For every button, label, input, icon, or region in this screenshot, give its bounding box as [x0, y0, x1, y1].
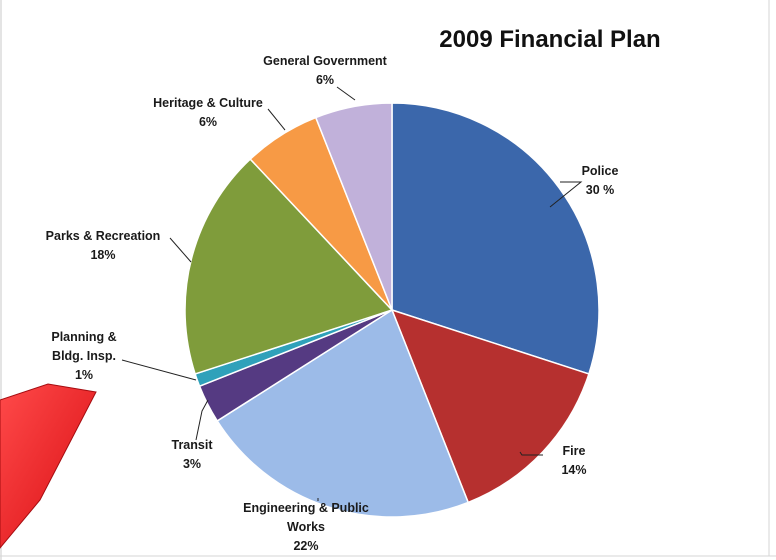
- slice-name-label: Engineering & Public: [243, 501, 369, 515]
- slice-labels: Police 30 % Fire 14% Engineering & Public Wor…: [46, 54, 619, 553]
- leader-line-1: [549, 181, 583, 208]
- slice-percent-label: 14%: [561, 463, 586, 477]
- leader-line-2: [519, 451, 543, 456]
- slice-name-label: Heritage & Culture: [153, 96, 263, 110]
- slice-percent-label: 22%: [293, 539, 318, 553]
- pie-slice-3: [216, 308, 470, 518]
- pie-slice-6: [184, 158, 394, 375]
- slice-name-label: General Government: [263, 54, 387, 68]
- leader-line-8: [336, 86, 356, 101]
- slice-name-label: Police: [582, 164, 619, 178]
- slice-percent-label: 6%: [199, 115, 217, 129]
- slice-percent-label: 1%: [75, 368, 93, 382]
- slice-percent-label: 18%: [90, 248, 115, 262]
- slice-name-label: Parks & Recreation: [46, 229, 161, 243]
- leader-line-4: [195, 399, 209, 441]
- slice-percent-label: 3%: [183, 457, 201, 471]
- leader-line-5: [121, 359, 197, 381]
- slice-name-label: Fire: [563, 444, 586, 458]
- slice-name-label: Planning &: [51, 330, 116, 344]
- slice-percent-label: 30 %: [586, 183, 615, 197]
- slice-name-label: Transit: [172, 438, 214, 452]
- red-arrow-shape: [0, 383, 97, 549]
- pie-slice-2: [390, 308, 590, 504]
- chart-title: 2009 Financial Plan: [439, 26, 660, 53]
- slice-percent-label: 6%: [316, 73, 334, 87]
- pie-slice-1: [391, 102, 600, 375]
- leader-lines: [121, 86, 583, 501]
- leader-line-6: [169, 237, 192, 263]
- slice-name-label: Bldg. Insp.: [52, 349, 116, 363]
- leader-line-7: [267, 108, 286, 131]
- pie-slices: [184, 102, 600, 518]
- pie-slice-8: [314, 102, 393, 311]
- slice-name-label: Works: [287, 520, 325, 534]
